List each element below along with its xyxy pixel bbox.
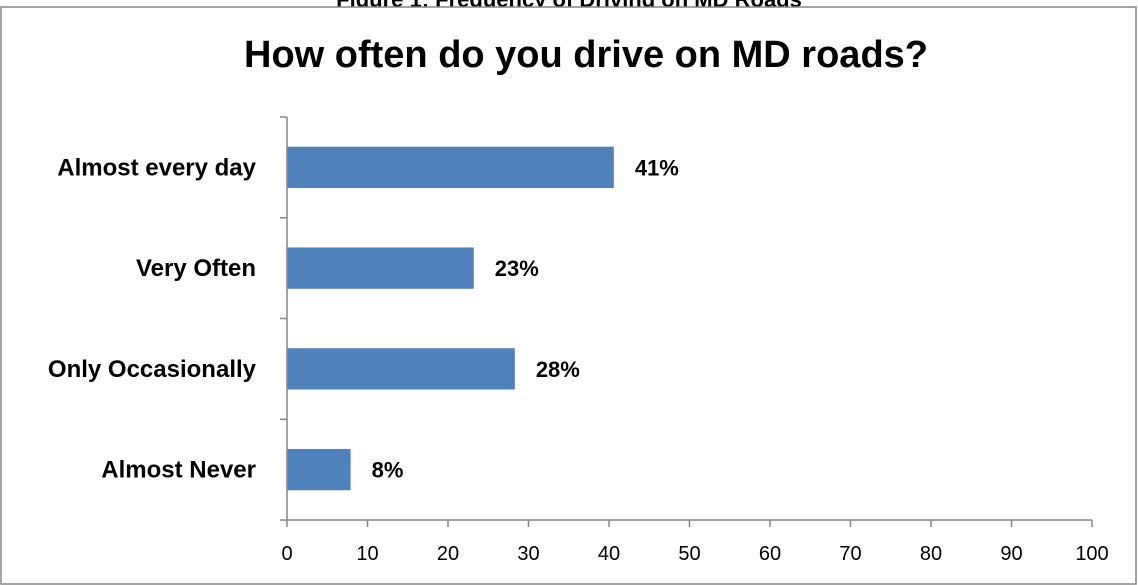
x-tick-label-50: 50	[678, 543, 700, 565]
data-label-only-occasionally: 28%	[536, 357, 580, 382]
bars-layer	[287, 146, 614, 491]
x-tick-label-70: 70	[839, 543, 861, 565]
bar-only-occasionally	[287, 348, 515, 390]
x-tick-label-90: 90	[1000, 543, 1022, 565]
bar-almost-every-day	[287, 146, 614, 189]
data-labels: 41% 23% 28% 8%	[372, 155, 679, 482]
category-label-almost-every-day: Almost every day	[57, 154, 256, 181]
data-label-almost-every-day: 41%	[635, 155, 679, 180]
data-label-very-often: 23%	[495, 256, 539, 281]
x-tick-label-20: 20	[437, 543, 459, 565]
x-axis-tick-labels: 0 10 20 30 40 50 60 70 80 90 100	[281, 543, 1108, 565]
x-tick-label-60: 60	[759, 543, 781, 565]
data-label-almost-never: 8%	[372, 458, 404, 483]
axis-layer	[280, 116, 1093, 527]
chart-border	[0, 6, 1137, 585]
x-tick-label-30: 30	[517, 543, 539, 565]
x-tick-label-100: 100	[1075, 543, 1108, 565]
category-labels: Almost every day Very Often Only Occasiona…	[48, 154, 257, 483]
category-label-almost-never: Almost Never	[101, 457, 256, 484]
category-label-only-occasionally: Only Occasionally	[48, 356, 257, 383]
x-tick-label-0: 0	[281, 543, 292, 565]
chart-title: How often do you drive on MD roads?	[244, 34, 928, 76]
x-tick-label-80: 80	[920, 543, 942, 565]
bar-almost-never	[287, 448, 351, 491]
bar-very-often	[287, 247, 474, 289]
x-tick-label-40: 40	[598, 543, 620, 565]
category-label-very-often: Very Often	[136, 255, 256, 282]
x-tick-label-10: 10	[356, 543, 378, 565]
